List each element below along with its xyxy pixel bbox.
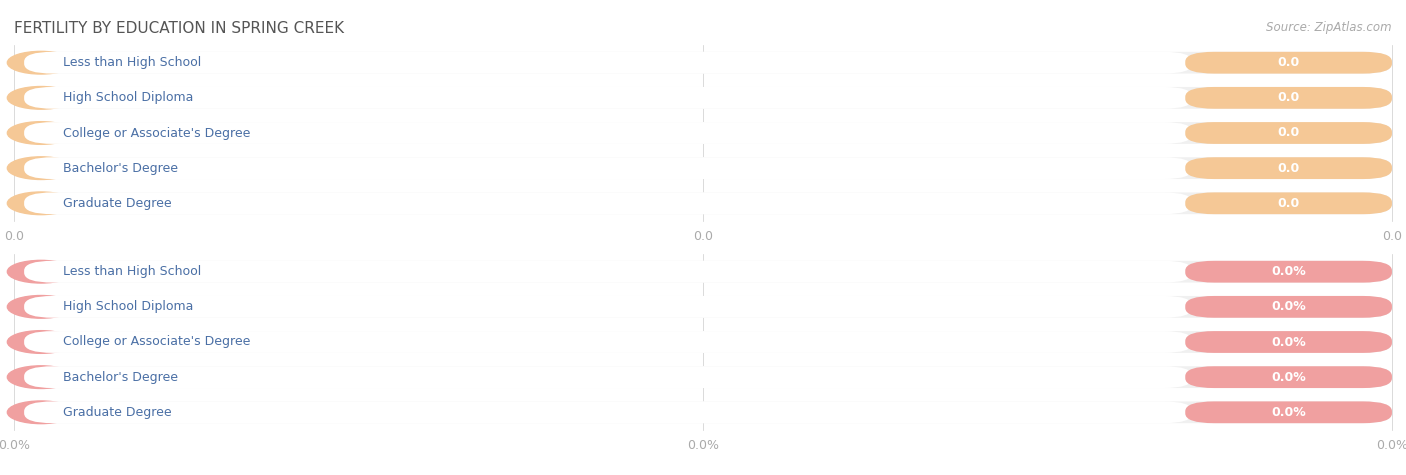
FancyBboxPatch shape: [1185, 52, 1392, 74]
Text: FERTILITY BY EDUCATION IN SPRING CREEK: FERTILITY BY EDUCATION IN SPRING CREEK: [14, 21, 344, 37]
FancyBboxPatch shape: [24, 192, 1192, 214]
Text: Graduate Degree: Graduate Degree: [63, 406, 172, 419]
FancyBboxPatch shape: [24, 122, 1192, 144]
Text: Less than High School: Less than High School: [63, 56, 201, 69]
Circle shape: [7, 51, 75, 74]
Text: Bachelor's Degree: Bachelor's Degree: [63, 162, 177, 175]
Circle shape: [7, 260, 75, 283]
Text: 0.0: 0.0: [1278, 126, 1299, 140]
Text: Bachelor's Degree: Bachelor's Degree: [63, 370, 177, 384]
FancyBboxPatch shape: [1185, 261, 1392, 283]
Text: 0.0: 0.0: [1278, 91, 1299, 104]
Text: 0.0%: 0.0%: [1271, 370, 1306, 384]
FancyBboxPatch shape: [14, 331, 1392, 353]
Text: 0.0: 0.0: [1278, 197, 1299, 210]
Text: 0.0: 0.0: [1382, 230, 1402, 243]
FancyBboxPatch shape: [1185, 366, 1392, 388]
Text: 0.0%: 0.0%: [0, 439, 30, 452]
FancyBboxPatch shape: [14, 192, 1392, 214]
FancyBboxPatch shape: [1185, 296, 1392, 318]
FancyBboxPatch shape: [24, 157, 1192, 179]
Text: 0.0%: 0.0%: [688, 439, 718, 452]
Text: 0.0: 0.0: [1278, 56, 1299, 69]
Circle shape: [7, 366, 75, 389]
Text: High School Diploma: High School Diploma: [63, 300, 193, 314]
FancyBboxPatch shape: [24, 87, 1192, 109]
FancyBboxPatch shape: [24, 296, 1192, 318]
Text: 0.0: 0.0: [4, 230, 24, 243]
FancyBboxPatch shape: [14, 261, 1392, 283]
FancyBboxPatch shape: [24, 261, 1192, 283]
FancyBboxPatch shape: [14, 401, 1392, 423]
FancyBboxPatch shape: [14, 122, 1392, 144]
FancyBboxPatch shape: [14, 52, 1392, 74]
Text: 0.0: 0.0: [693, 230, 713, 243]
FancyBboxPatch shape: [14, 366, 1392, 388]
Text: 0.0%: 0.0%: [1271, 265, 1306, 278]
FancyBboxPatch shape: [24, 331, 1192, 353]
Text: 0.0%: 0.0%: [1271, 335, 1306, 349]
FancyBboxPatch shape: [1185, 192, 1392, 214]
Text: College or Associate's Degree: College or Associate's Degree: [63, 335, 250, 349]
Circle shape: [7, 86, 75, 109]
FancyBboxPatch shape: [24, 366, 1192, 388]
FancyBboxPatch shape: [14, 87, 1392, 109]
Text: High School Diploma: High School Diploma: [63, 91, 193, 104]
Text: 0.0%: 0.0%: [1271, 406, 1306, 419]
Text: Graduate Degree: Graduate Degree: [63, 197, 172, 210]
Text: College or Associate's Degree: College or Associate's Degree: [63, 126, 250, 140]
Text: 0.0%: 0.0%: [1376, 439, 1406, 452]
FancyBboxPatch shape: [14, 157, 1392, 179]
FancyBboxPatch shape: [1185, 87, 1392, 109]
FancyBboxPatch shape: [24, 401, 1192, 423]
FancyBboxPatch shape: [1185, 122, 1392, 144]
Circle shape: [7, 192, 75, 215]
Text: Less than High School: Less than High School: [63, 265, 201, 278]
Circle shape: [7, 295, 75, 318]
FancyBboxPatch shape: [1185, 331, 1392, 353]
Text: 0.0: 0.0: [1278, 162, 1299, 175]
Circle shape: [7, 331, 75, 353]
Circle shape: [7, 157, 75, 180]
FancyBboxPatch shape: [24, 52, 1192, 74]
FancyBboxPatch shape: [1185, 157, 1392, 179]
Circle shape: [7, 122, 75, 144]
FancyBboxPatch shape: [1185, 401, 1392, 423]
FancyBboxPatch shape: [14, 296, 1392, 318]
Circle shape: [7, 401, 75, 424]
Text: 0.0%: 0.0%: [1271, 300, 1306, 314]
Text: Source: ZipAtlas.com: Source: ZipAtlas.com: [1267, 21, 1392, 34]
